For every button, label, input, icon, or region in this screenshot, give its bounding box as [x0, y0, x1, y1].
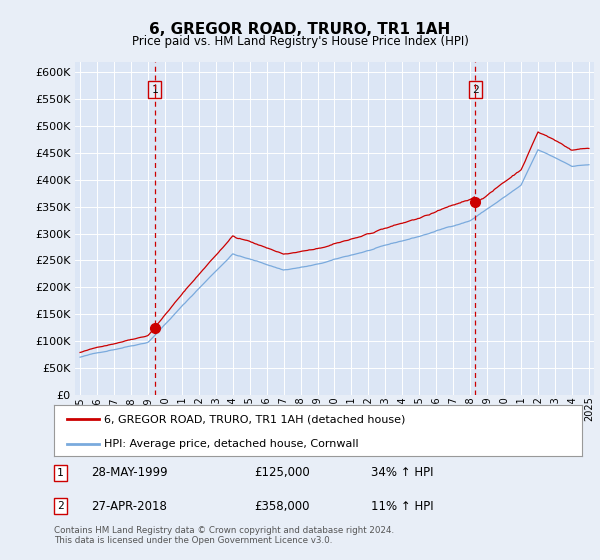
- Text: 28-MAY-1999: 28-MAY-1999: [91, 466, 167, 479]
- Text: 6, GREGOR ROAD, TRURO, TR1 1AH: 6, GREGOR ROAD, TRURO, TR1 1AH: [149, 22, 451, 38]
- Text: 27-APR-2018: 27-APR-2018: [91, 500, 167, 513]
- Text: 1: 1: [57, 468, 64, 478]
- Text: This data is licensed under the Open Government Licence v3.0.: This data is licensed under the Open Gov…: [54, 536, 332, 545]
- Text: 2: 2: [472, 85, 479, 95]
- Text: 11% ↑ HPI: 11% ↑ HPI: [371, 500, 433, 513]
- Text: 2: 2: [57, 501, 64, 511]
- Text: 1: 1: [151, 85, 158, 95]
- Text: £358,000: £358,000: [254, 500, 310, 513]
- Text: Price paid vs. HM Land Registry's House Price Index (HPI): Price paid vs. HM Land Registry's House …: [131, 35, 469, 48]
- Text: £125,000: £125,000: [254, 466, 310, 479]
- Text: Contains HM Land Registry data © Crown copyright and database right 2024.: Contains HM Land Registry data © Crown c…: [54, 526, 394, 535]
- Text: 6, GREGOR ROAD, TRURO, TR1 1AH (detached house): 6, GREGOR ROAD, TRURO, TR1 1AH (detached…: [104, 414, 406, 424]
- Text: 34% ↑ HPI: 34% ↑ HPI: [371, 466, 433, 479]
- Text: HPI: Average price, detached house, Cornwall: HPI: Average price, detached house, Corn…: [104, 438, 359, 449]
